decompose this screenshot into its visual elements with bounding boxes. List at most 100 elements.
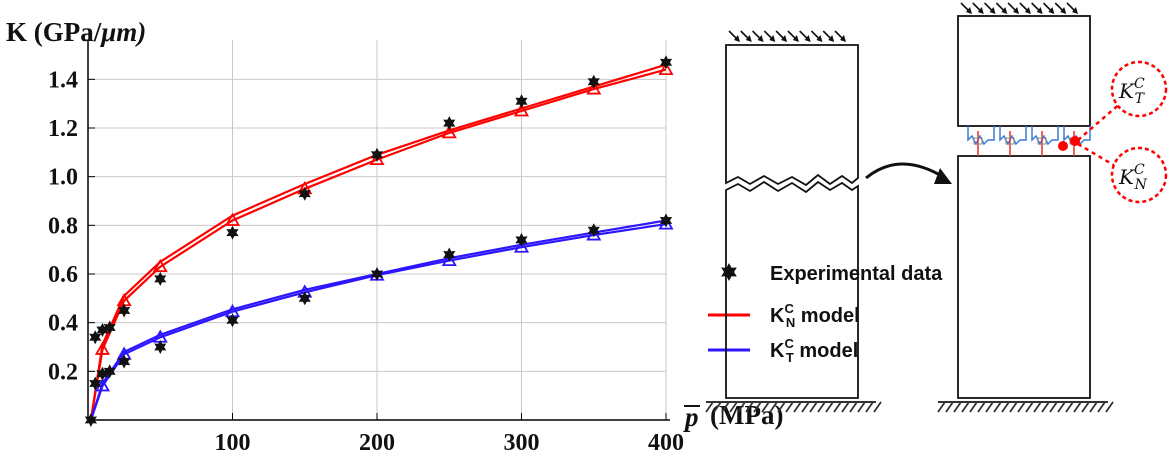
marker-kt: [441, 252, 457, 267]
ground-hatch: [993, 401, 1002, 413]
legend-label-experimental: Experimental data: [770, 263, 943, 285]
ground-hatch: [937, 401, 946, 413]
contact-point-tangential: [1070, 136, 1080, 146]
marker-kn: [369, 151, 385, 166]
x-axis-label-symbol: p: [683, 402, 699, 432]
load-arrow-head: [804, 35, 811, 42]
marker-experimental: [118, 354, 131, 369]
upper-block-left: [725, 44, 859, 187]
contact-point-normal: [1058, 141, 1068, 151]
marker-experimental: [154, 271, 167, 286]
load-arrow-head: [792, 35, 799, 42]
ground-hatch: [1105, 401, 1114, 413]
marker-experimental: [659, 213, 673, 228]
load-arrow-head: [966, 7, 972, 14]
load-arrow-head: [828, 35, 835, 42]
x-tick-label: 200: [359, 430, 395, 454]
ground-hatch: [729, 401, 738, 413]
series-lines: [89, 63, 667, 421]
load-arrow-head: [734, 35, 740, 42]
x-tick-label: 100: [215, 430, 251, 454]
ground-hatch: [761, 401, 770, 413]
spring-dashpot: [973, 137, 983, 145]
lower-block-right: [957, 155, 1091, 399]
legend-item-kn-model: KC N model: [708, 301, 860, 330]
ground-hatch: [865, 401, 874, 413]
legend-item-experimental: Experimental data: [721, 263, 943, 285]
marker-experimental: [96, 323, 109, 337]
marker-experimental: [587, 74, 600, 89]
load-arrow-head: [1048, 7, 1055, 14]
lower-block-left: [725, 180, 859, 399]
ground-hatch: [961, 401, 970, 413]
tangential-spring: [1031, 126, 1059, 146]
marker-experimental: [587, 223, 600, 238]
y-tick-label: 1.0: [48, 165, 78, 191]
ground-hatch: [849, 401, 858, 413]
ground-hatch: [1033, 401, 1042, 413]
marker-experimental: [103, 364, 116, 379]
marker-kn: [94, 341, 111, 355]
ground-hatch: [745, 401, 754, 413]
marker-kn: [441, 125, 457, 139]
y-tick-label: 0.6: [48, 262, 78, 288]
load-arrows-right: [960, 2, 1078, 14]
ground-hatch: [985, 401, 994, 413]
ground-hatch: [785, 401, 794, 413]
ground-hatch: [713, 401, 722, 413]
legend-label-kn: KC N model: [770, 301, 860, 330]
ground-hatch: [1025, 401, 1034, 413]
y-axis-label: K (GPa/μm): [6, 17, 146, 47]
marker-experimental: [154, 340, 167, 354]
callout-line-tangential: [1077, 101, 1123, 141]
transform-arrow: [865, 162, 946, 180]
marker-kn: [152, 258, 168, 273]
marker-experimental: [103, 320, 116, 335]
legend: Experimental data KC N model KC T model: [708, 263, 943, 365]
marker-experimental: [515, 94, 528, 109]
ground-hatch: [1097, 401, 1106, 413]
load-arrow-head: [1036, 7, 1043, 14]
marker-experimental: [370, 147, 384, 162]
ground-hatch: [1049, 401, 1058, 413]
ground-hatch: [969, 401, 978, 413]
load-arrow-head: [769, 35, 776, 42]
marker-kn: [513, 103, 530, 117]
ground-right: [937, 401, 1114, 413]
ground-hatch: [753, 401, 762, 413]
tangential-stiffness-label: KC T: [1118, 76, 1146, 107]
load-arrow-head: [1001, 7, 1008, 14]
load-arrow-head: [745, 35, 752, 42]
marker-kt: [513, 239, 530, 253]
ground-hatch: [1009, 401, 1018, 413]
y-tick-label: 0.2: [48, 359, 78, 385]
x-axis-label: p (MPa): [683, 400, 783, 432]
ground-hatch: [1017, 401, 1026, 413]
plot-area: 0.2 0.4 0.6 0.8 1.0 1.2 1.4 100 200 300 400: [48, 40, 684, 454]
load-arrow-head: [1013, 7, 1020, 14]
ground-hatch: [945, 401, 954, 413]
ground-hatch: [721, 401, 730, 413]
marker-kn: [586, 81, 602, 95]
marker-experimental: [118, 303, 131, 318]
callout-circle-tangential: [1110, 60, 1168, 118]
ground-hatch: [857, 401, 866, 413]
contact-model-specimen: KC T KC N: [937, 2, 1168, 413]
marker-experimental: [659, 55, 673, 70]
marker-experimental: [89, 376, 102, 391]
ground-hatch: [1089, 401, 1098, 413]
y-tick-label: 1.2: [48, 116, 78, 142]
ground-left: [705, 401, 882, 413]
marker-experimental: [84, 413, 97, 427]
ground-hatch: [1081, 401, 1090, 413]
x-tick-label: 400: [648, 430, 684, 454]
tangential-spring: [967, 126, 995, 146]
load-arrow-head: [1072, 7, 1078, 14]
load-arrow-head: [1024, 7, 1031, 14]
marker-experimental: [443, 116, 456, 131]
x-axis-label-unit: (MPa): [710, 400, 783, 430]
ground-hatch: [777, 401, 786, 413]
upper-block-right: [957, 15, 1091, 127]
contact-schematic: KC T KC N: [705, 2, 1168, 413]
